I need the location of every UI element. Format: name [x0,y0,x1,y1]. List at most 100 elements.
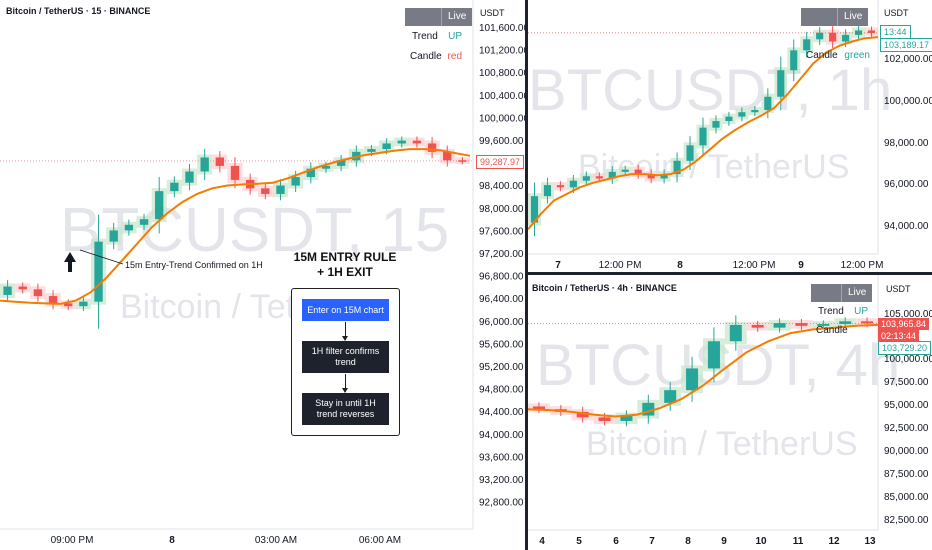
candle-label: Candle [816,325,848,336]
time-tick-label: 12:00 PM [599,260,642,271]
candle-body [621,169,629,172]
candle-body [620,415,633,421]
price-tick-label: 97,200.00 [479,249,524,260]
price-tick-label: 96,000.00 [479,317,524,328]
candle-body [712,121,720,128]
time-tick-label: 12:00 PM [733,260,776,271]
candle-body [291,177,300,186]
candle-body [48,296,58,304]
trend-value: UP [448,31,462,42]
candle-row: Candle green [806,50,870,61]
candle-body [582,176,590,181]
candle-body [79,301,88,307]
panel-divider-vertical[interactable] [525,0,528,550]
trend-label: Trend [412,31,438,42]
candle-row: Candle red [410,51,462,62]
price-tick-label: 94,000.00 [479,430,524,441]
price-tick-label: 98,000.00 [884,138,929,149]
candle-body [94,241,103,302]
candle-label: Candle [806,50,838,61]
price-tick-label: 95,600.00 [479,339,524,350]
chart-panel-15m[interactable]: Bitcoin / TetherUS · 15 · BINANCE BTCUSD… [0,0,525,550]
candle-body [729,324,742,342]
candle-body [816,32,824,40]
candle-body [543,185,552,197]
time-tick-label: 11 [793,536,804,547]
candle-body [3,286,12,295]
price-tick-label: 99,600.00 [479,136,524,147]
price-tick-label: 105,000.00 [884,309,932,320]
price-tick-label: 85,000.00 [884,492,929,503]
time-tick-label: 5 [576,536,582,547]
current-price-tag: 103,965.84 [878,318,930,330]
time-tick-label: 13 [864,536,876,547]
candle-body [608,171,616,179]
time-tick-label: 9 [798,260,804,271]
candle-body [773,323,786,328]
arrow-2 [342,374,348,393]
candle-body [861,321,874,324]
price-tick-label: 100,000.00 [479,113,525,124]
price-tick-label: 100,000.00 [884,96,932,107]
candle-body [230,165,240,180]
price-tick-label: 93,200.00 [479,475,524,486]
ema-line [528,323,879,418]
trend-value: UP [854,306,868,317]
price-tick-label: 94,400.00 [479,407,524,418]
price-chart-15m[interactable]: 101,600.00 101,200.00 100,800.00 100,400.00… [0,0,525,550]
candle-body [867,30,876,33]
price-tick-label: 95,000.00 [884,400,929,411]
candle-body [664,390,677,403]
candle-body [660,174,668,179]
candle-body [139,219,149,225]
ema-line [528,36,879,230]
candle-value: green [844,50,870,61]
chart-title: Bitcoin / TetherUS · 4h · BINANCE [532,283,677,293]
live-indicator: Live [405,8,473,26]
price-tick-label: 100,800.00 [479,68,525,79]
trend-label: Trend [818,306,844,317]
trend-row: Trend UP [818,306,868,317]
time-tick-label: 03:00 AM [255,535,297,546]
price-tick-label: 94,000.00 [884,221,929,232]
current-price-tag: 103,189.17 [880,38,932,52]
candle-body [839,321,852,325]
entry-arrow-icon [64,252,76,272]
candle-body [725,116,733,122]
time-tick-label: 6 [613,536,619,547]
candle-body [817,324,830,326]
candle-body [382,143,391,150]
chart-panel-1h[interactable]: BTCUSDT, 1h Bitcoin / TetherUS 102,000.0… [528,0,932,272]
live-indicator: Live [801,8,869,26]
time-tick-label: 06:00 AM [359,535,401,546]
price-tick-label: 97,600.00 [479,226,524,237]
price-chart-4h[interactable]: 105,000.00 100,000.00 97,500.00 95,000.00 92… [528,275,932,550]
rule-title: 15M ENTRY RULE + 1H EXIT [293,250,397,279]
candle-body [321,165,331,169]
time-tick-label: 9 [721,536,727,547]
candle-body [829,32,837,42]
panel-divider-horizontal[interactable] [528,272,932,275]
time-tick-label: 7 [649,536,655,547]
step-1h-filter: 1H filter confirms trend [302,341,389,373]
candle-body [155,191,164,220]
time-tick-label: 09:00 PM [51,535,94,546]
candle-body [18,286,27,290]
price-tick-label: 82,500.00 [884,515,929,526]
trend-row: Trend UP [412,31,462,42]
price-tick-label: 92,500.00 [884,423,929,434]
arrow-1 [342,322,348,341]
price-tick-label: 100,000.00 [884,354,932,365]
prev-price-tag: 103,729.20 [878,341,932,355]
chart-panel-4h[interactable]: Bitcoin / TetherUS · 4h · BINANCE BTCUSD… [528,275,932,550]
time-tick-label: 4 [539,536,545,547]
candle-body [764,96,772,110]
price-chart-1h[interactable]: 102,000.00 100,000.00 98,000.00 96,000.00 94… [528,0,932,272]
candle-body [842,34,850,42]
candle-body [200,157,209,172]
currency-label: USDT [480,8,505,18]
price-tick-label: 95,200.00 [479,362,524,373]
price-tick-label: 102,000.00 [884,54,932,65]
price-tick-label: 93,600.00 [479,452,524,463]
price-tick-label: 100,400.00 [479,91,525,102]
